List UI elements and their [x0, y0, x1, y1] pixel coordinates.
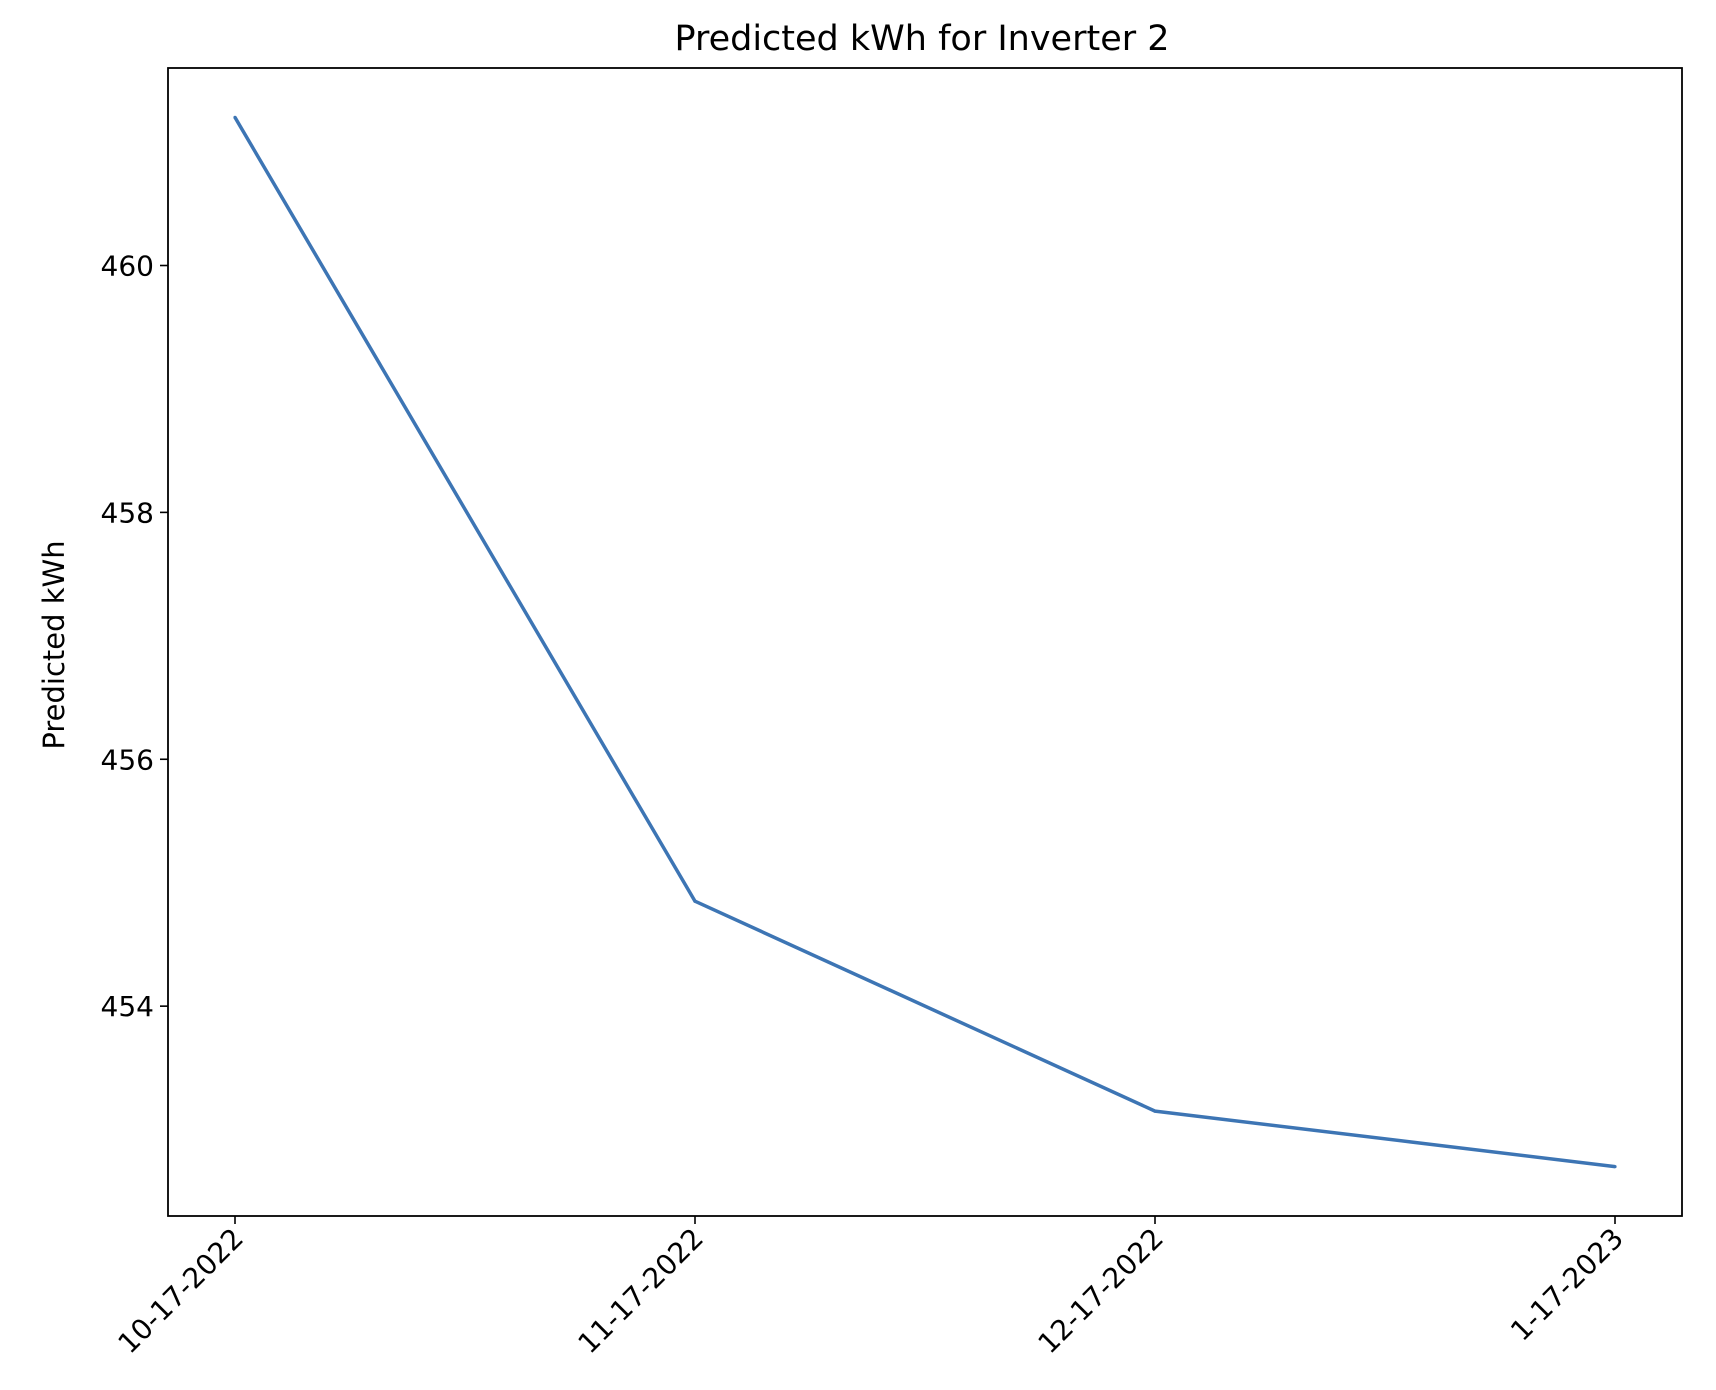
chart-title: Predicted kWh for Inverter 2: [674, 19, 1169, 59]
y-axis: 454 456 458 460: [101, 250, 168, 1023]
y-tick-label: 454: [101, 990, 154, 1023]
data-point: [233, 115, 237, 119]
data-point: [693, 899, 697, 903]
x-tick-label: 10-17-2022: [112, 1222, 250, 1360]
series-line-0: [233, 116, 1616, 1169]
series-group: [233, 115, 1617, 1169]
data-point: [1153, 1109, 1157, 1113]
data-point: [1613, 1165, 1617, 1169]
y-axis-label: Predicted kWh: [37, 540, 71, 749]
x-tick-label: 11-17-2022: [572, 1222, 710, 1360]
plot-area-frame: [167, 67, 1683, 1217]
x-tick-label: 12-17-2022: [1032, 1222, 1170, 1360]
y-tick-label: 458: [101, 496, 154, 529]
x-tick-label: 1-17-2023: [1504, 1222, 1630, 1348]
y-tick-label: 456: [101, 743, 154, 776]
x-axis: 10-17-2022 11-17-2022 12-17-2022 1-17-2023: [112, 1216, 1630, 1360]
y-tick-label: 460: [101, 250, 154, 283]
